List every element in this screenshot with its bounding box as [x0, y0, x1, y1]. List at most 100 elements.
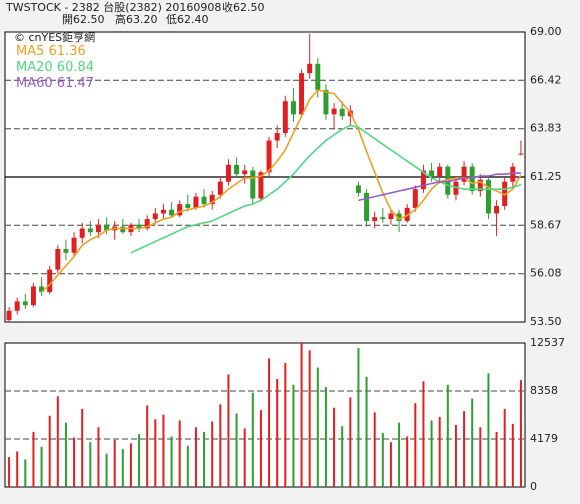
candle-body — [429, 170, 435, 177]
candle-body — [307, 63, 313, 74]
header-title: TWSTOCK - 2382 台股(2382) 20160908 — [5, 0, 221, 14]
candle-body — [169, 209, 175, 216]
volume-bar — [438, 416, 441, 487]
candle-body — [120, 226, 126, 233]
candle-body — [234, 164, 240, 175]
volume-bar — [227, 374, 230, 487]
volume-bar — [430, 420, 433, 487]
volume-bar — [381, 433, 384, 487]
volume-tick-label: 12537 — [530, 336, 565, 349]
candle-body — [225, 164, 231, 182]
volume-bar — [333, 407, 336, 487]
candle-body — [315, 63, 321, 90]
volume-bar — [316, 367, 319, 487]
candle-body — [55, 249, 61, 270]
volume-bar — [105, 453, 108, 487]
volume-bar — [235, 413, 238, 487]
y-tick-label: 66.42 — [530, 73, 562, 86]
volume-bar — [308, 350, 311, 487]
volume-bar — [40, 446, 43, 487]
candle-body — [469, 166, 475, 192]
candle-body — [242, 170, 248, 175]
volume-bar — [81, 408, 84, 487]
y-tick-label: 61.25 — [530, 170, 562, 183]
y-tick-label: 53.50 — [530, 315, 562, 328]
candle-body — [388, 213, 394, 220]
candle-body — [87, 228, 93, 233]
legend-entry: MA5 61.36 — [16, 44, 86, 59]
volume-bar — [487, 373, 490, 487]
volume-bar — [32, 431, 35, 487]
candle-body — [95, 224, 101, 233]
header-close: 收62.50 — [222, 0, 265, 14]
volume-bar — [349, 397, 352, 487]
volume-bar — [398, 422, 401, 487]
legend-value: 61.36 — [49, 44, 86, 59]
candle-body — [185, 204, 191, 208]
volume-bar — [24, 459, 27, 487]
candle-body — [445, 166, 451, 195]
volume-bar — [389, 442, 392, 487]
volume-bar — [300, 343, 303, 487]
volume-bar — [251, 392, 254, 487]
volume-panel — [4, 342, 526, 488]
candle-body — [404, 207, 410, 221]
candle-body — [104, 224, 110, 231]
volume-bar — [519, 380, 522, 487]
candle-body — [39, 286, 45, 293]
volume-bar — [194, 427, 197, 487]
volume-bar — [324, 387, 327, 487]
candle-body — [177, 204, 183, 216]
candle-body — [152, 213, 158, 220]
candle-body — [510, 166, 516, 182]
volume-bar — [292, 384, 295, 487]
volume-bar — [16, 451, 19, 487]
volume-bar — [97, 427, 100, 487]
volume-tick-label: 8358 — [530, 384, 558, 397]
volume-bar — [284, 362, 287, 487]
candle-body — [355, 185, 361, 193]
volume-tick-label: 4179 — [530, 432, 558, 445]
volume-bar — [471, 398, 474, 487]
legend-value: 61.47 — [57, 76, 94, 91]
volume-bar — [211, 421, 214, 487]
candle-body — [494, 206, 500, 214]
y-tick-label: 63.83 — [530, 122, 562, 135]
volume-bar — [406, 436, 409, 487]
volume-bar — [73, 437, 76, 487]
y-tick-label: 69.00 — [530, 25, 562, 38]
volume-bar — [365, 376, 368, 487]
candle-body — [144, 219, 150, 229]
legend-name: MA60 — [16, 76, 53, 91]
volume-bar — [56, 396, 59, 487]
volume-bar — [48, 415, 51, 487]
volume-bar — [113, 439, 116, 487]
volume-bar — [503, 408, 506, 487]
candle-body — [331, 108, 337, 115]
candle-body — [30, 286, 36, 306]
volume-bar — [357, 348, 360, 487]
candle-body — [396, 213, 402, 221]
volume-bar — [129, 443, 132, 487]
volume-tick-label: 0 — [530, 480, 537, 493]
candle-body — [217, 181, 223, 195]
volume-bar — [446, 384, 449, 487]
candle-body — [299, 73, 305, 115]
candle-body — [437, 166, 443, 177]
legend-entry: MA60 61.47 — [16, 76, 94, 91]
candle-body — [71, 237, 77, 253]
candle-body — [266, 140, 272, 173]
volume-bar — [146, 405, 149, 487]
header-low: 低62.40 — [166, 13, 209, 26]
candle-body — [477, 179, 483, 192]
candle-body — [6, 310, 12, 321]
volume-bar — [154, 419, 157, 487]
candle-body — [193, 196, 199, 208]
candle-body — [209, 194, 215, 205]
candle-body — [47, 269, 53, 293]
candle-body — [14, 301, 20, 311]
volume-bar — [259, 410, 262, 487]
candle-body — [461, 166, 467, 182]
legend-value: 60.84 — [57, 60, 94, 75]
header-open: 開62.50 — [62, 13, 105, 26]
